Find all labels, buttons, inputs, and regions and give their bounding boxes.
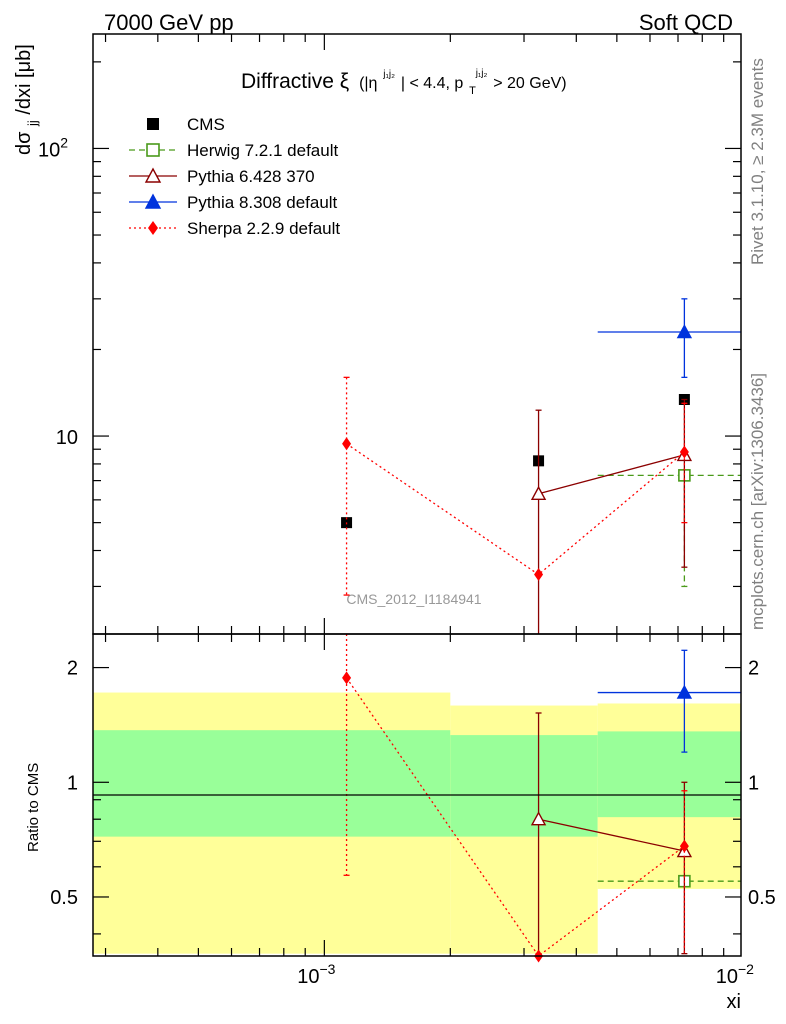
ratio-tick-label-right-0: 0.5 [748,887,776,909]
x-tick-label-exp-0: −3 [319,961,335,977]
main-point-pythia-6-428-370-0 [530,485,547,500]
ratio-panel-frame [92,633,742,957]
legend-label-pythia-8-308-default: Pythia 8.308 default [187,193,338,212]
main-point-sherpa-2-2-9-default-1 [534,568,544,582]
main-point-sherpa-2-2-9-default-0 [342,437,352,451]
ratio-tick-label-left-1: 1 [67,772,78,794]
plot-title-cut-eta-sup: j₁j₂ [382,69,395,80]
plot-title-cut-pt-sup: j₁j₂ [475,68,488,79]
main-panel-marks [341,298,741,634]
legend-label-cms: CMS [187,115,225,134]
ratio-point-pythia-8-308-default-0 [676,684,693,699]
y-axis-label: dσ jj /dxi [μb] [13,44,42,155]
ratio-point-pythia-6-428-370-0 [530,811,547,826]
legend-marker-sherpa-2-2-9-default [148,221,158,235]
x-tick-label-base-0: 10 [297,966,319,988]
plot-title: Diffractive ξ (|η j₁j₂ | < 4.4, p T j₁j₂… [241,58,567,99]
rivet-side-label: Rivet 3.1.10, ≥ 2.3M events [748,58,767,265]
ratio-band-stat-1 [450,735,598,837]
ratio-panel-marks [342,634,741,963]
ratio-line-pythia-6-428-370 [538,818,685,852]
mcplots-side-label: mcplots.cern.ch [arXiv:1306.3436] [748,373,767,630]
ratio-band-stat-2 [597,731,741,818]
x-tick-label-base-1: 10 [716,966,738,988]
x-tick-label-1: 10−2 [716,961,754,988]
legend-marker-pythia-8-308-default [144,193,162,209]
legend-marker-pythia-6-428-370 [144,167,162,183]
header-right-label: Soft QCD [639,10,733,35]
plot-title-cut-eta: (|η [359,75,377,92]
legend-label-sherpa-2-2-9-default: Sherpa 2.2.9 default [187,219,340,238]
main-point-pythia-8-308-default-0 [676,324,693,339]
legend: CMS Herwig 7.2.1 default Pythia 6.428 370 P… [129,115,340,238]
ratio-y-axis-label: Ratio to CMS [25,763,42,852]
legend-label-herwig-7-2-1-default: Herwig 7.2.1 default [187,141,338,160]
analysis-watermark: CMS_2012_I1184941 [346,591,481,607]
plot-title-cut-end: > 20 GeV) [493,75,566,92]
y-tick-label-base-0: 10 [56,427,78,449]
header-left-label: 7000 GeV pp [104,10,234,35]
ratio-bands [93,692,741,954]
legend-marker-herwig-7-2-1-default [146,143,160,157]
ratio-band-stat-0 [93,730,451,837]
y-tick-label-1: 102 [38,134,68,161]
main-line-sherpa-2-2-9-default [346,443,685,576]
y-tick-label-base-1: 10 [38,139,60,161]
ratio-tick-label-left-0: 0.5 [50,887,78,909]
ratio-point-sherpa-2-2-9-default-2 [679,839,689,853]
y-tick-label-exp-1: 2 [60,134,68,150]
main-line-pythia-6-428-370 [538,454,685,495]
y-axis-label-sub: jj [25,120,40,127]
y-axis-label-tail: /dxi [μb] [13,44,35,114]
x-axis-label: xi [727,991,741,1013]
ratio-point-sherpa-2-2-9-default-0 [342,671,352,685]
ratio-tick-label-left-2: 2 [67,658,78,680]
ratio-tick-label-right-1: 1 [748,772,759,794]
y-axis-label-base: dσ [13,131,35,155]
legend-marker-cms [147,118,159,130]
x-tick-label-0: 10−3 [297,961,335,988]
plot-title-main: Diffractive ξ [241,70,349,93]
plot-title-cut-mid: | < 4.4, p [401,75,464,92]
y-tick-label-0: 10 [56,427,78,449]
main-point-sherpa-2-2-9-default-2 [679,445,689,459]
legend-label-pythia-6-428-370: Pythia 6.428 370 [187,167,315,186]
x-tick-label-exp-1: −2 [738,961,754,977]
ratio-tick-label-right-2: 2 [748,658,759,680]
plot-title-cut-pt-sub: T [469,85,476,97]
